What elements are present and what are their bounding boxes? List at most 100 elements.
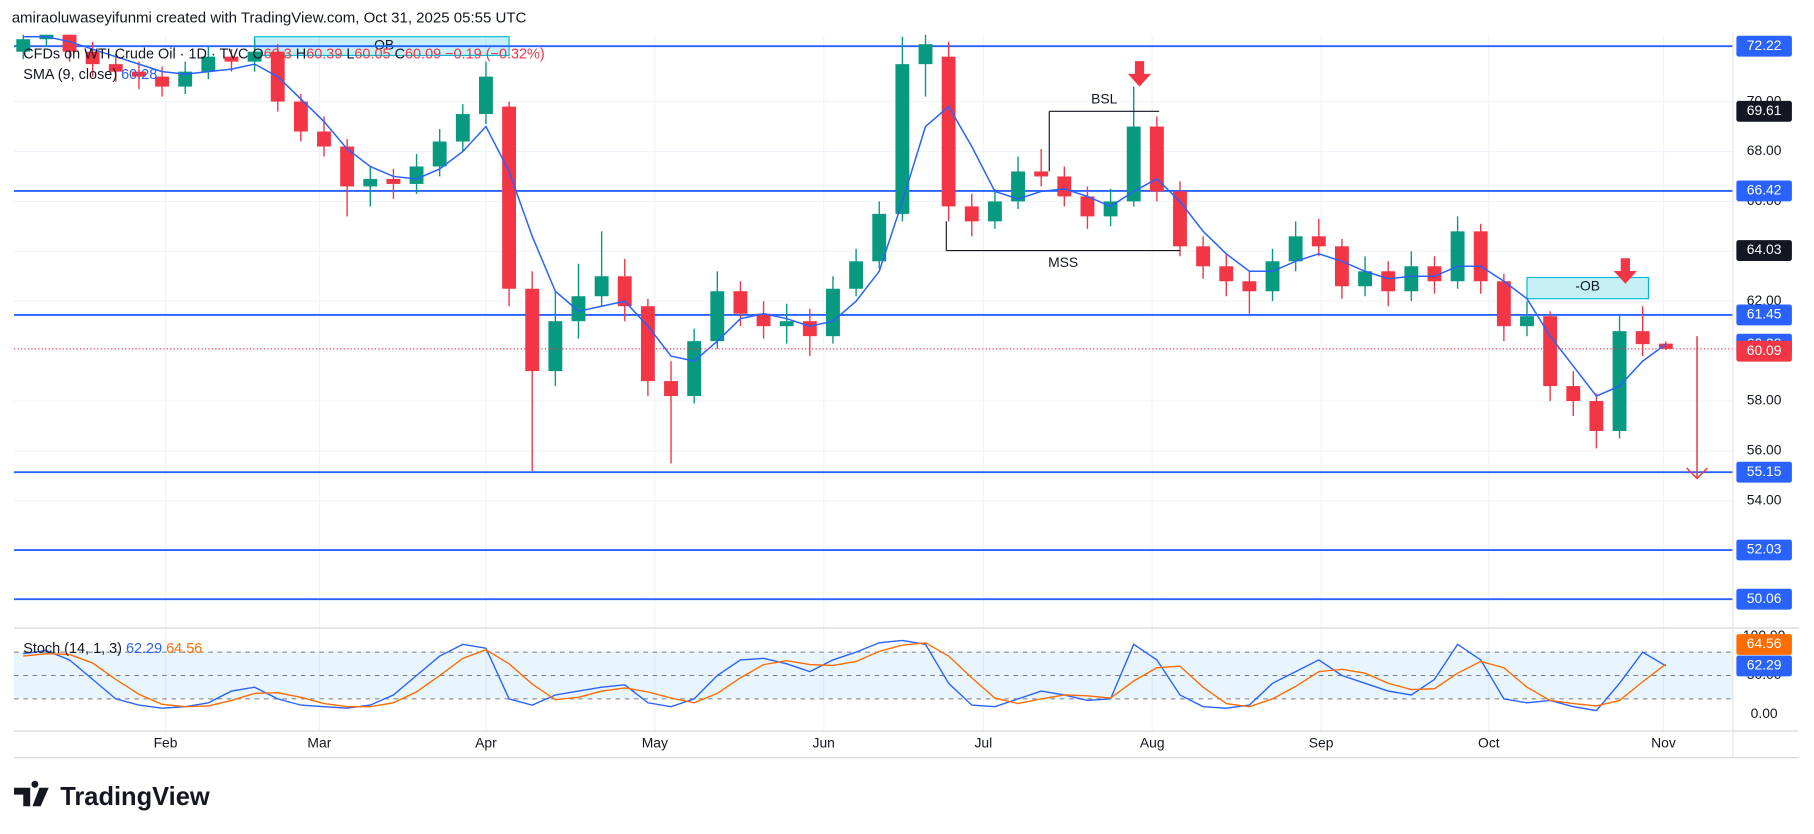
sma-name: SMA (9, close)	[23, 67, 117, 83]
x-tick-label: Oct	[1478, 734, 1500, 750]
candle-body	[1057, 176, 1072, 197]
candle-body	[1334, 246, 1349, 287]
candle-body	[479, 76, 493, 115]
candle-body	[62, 34, 77, 52]
level-label: 52.03	[1747, 541, 1782, 557]
order-block-label: -OB	[370, 37, 395, 53]
stoch-title: Stoch (14, 1, 3)	[23, 641, 122, 657]
level-box	[1736, 35, 1792, 57]
stoch-d-last: 64.56	[166, 641, 202, 657]
candle-body	[1589, 401, 1604, 431]
candle-body	[849, 261, 864, 289]
level-label: 61.45	[1747, 306, 1782, 322]
y-tick-label: 54.00	[1747, 492, 1782, 508]
x-tick-label: Jul	[974, 734, 992, 750]
level-label: 72.22	[1747, 37, 1782, 53]
stoch-d-value-box	[1736, 634, 1792, 655]
price-pane: -OB -OB BSL MSS	[14, 34, 1733, 601]
candle-body	[733, 291, 748, 314]
candle-body	[571, 296, 586, 322]
candle-body	[826, 288, 840, 337]
change: −0.19 (−0.32%)	[445, 46, 545, 62]
level-box	[1736, 588, 1792, 610]
y-tick-label: 0.00	[1751, 705, 1778, 721]
stoch-k-value-label: 62.29	[1747, 657, 1782, 673]
candle-body	[1080, 196, 1095, 217]
sma-legend: SMA (9, close) 60.28	[23, 67, 157, 83]
candle-body	[941, 56, 956, 207]
mss-value-box	[1736, 240, 1792, 261]
candle-body	[386, 178, 401, 184]
candle-body	[756, 313, 771, 327]
stoch-line	[23, 639, 1667, 712]
stoch-background	[14, 651, 1733, 700]
bsl-label: BSL	[1091, 90, 1118, 106]
x-tick-label: Apr	[475, 734, 497, 750]
stoch-d-value-label: 64.56	[1747, 635, 1782, 651]
signal-arrow	[1613, 258, 1637, 284]
ohlc-value: 60.3	[264, 46, 292, 62]
candle-body	[594, 276, 609, 297]
x-tick-label: Feb	[154, 734, 178, 750]
candle-body	[802, 321, 817, 337]
level-box	[1736, 461, 1792, 483]
candle-body	[85, 51, 100, 65]
candle-body	[987, 201, 1002, 222]
brand-name: TradingView	[60, 783, 210, 811]
y-tick-label: 68.00	[1747, 142, 1782, 158]
grid	[14, 34, 1733, 732]
x-tick-label: Aug	[1140, 734, 1165, 750]
symbol-legend: CFDs on WTI Crude Oil · 1D · TVC O60.3 H…	[23, 46, 544, 62]
ohlc-prefix: H	[296, 46, 306, 62]
candle-body	[1011, 171, 1025, 202]
candle-body	[1219, 266, 1234, 282]
level-box	[1736, 304, 1792, 326]
brand-logo: TradingView	[14, 780, 210, 811]
candle-body	[409, 166, 424, 184]
candle-body	[293, 101, 308, 132]
level-box	[1736, 539, 1792, 561]
mss-value-label: 64.03	[1747, 241, 1782, 257]
stoch-pane	[23, 639, 1667, 712]
candle-body	[779, 321, 794, 327]
candle-body	[918, 44, 933, 65]
candle-body	[1543, 316, 1558, 387]
ohlc-value: 60.39	[306, 46, 342, 62]
sma-last-value: 60.28	[121, 67, 157, 83]
stoch-k-last: 62.29	[126, 641, 162, 657]
stoch-k-value-box	[1736, 655, 1792, 677]
projection-head	[1686, 467, 1708, 480]
candle-body	[1612, 331, 1627, 431]
axes: Feb Mar Apr May Jun Jul Aug Sep Oct Nov 54.00 56.00…	[154, 35, 1792, 750]
candle-body	[16, 39, 31, 52]
candle-body	[1427, 266, 1442, 282]
sma-line	[23, 35, 1667, 397]
candle-body	[1196, 246, 1211, 267]
bsl-value-label: 69.61	[1747, 102, 1782, 118]
candle-body	[1496, 281, 1511, 327]
candle-body	[1635, 331, 1650, 345]
candle-body	[1566, 386, 1581, 402]
candle-body	[224, 56, 239, 62]
candle-body	[108, 64, 123, 72]
candle-body	[525, 288, 540, 372]
stoch-legend: Stoch (14, 1, 3) 62.29 64.56	[23, 641, 202, 657]
candle-body	[640, 306, 655, 382]
ohlc-prefix: C	[395, 46, 405, 62]
candle-body	[687, 341, 702, 397]
candle-body	[895, 64, 910, 214]
x-tick-label: Sep	[1309, 734, 1334, 750]
level-box	[1736, 180, 1792, 202]
candle-body	[1288, 236, 1303, 262]
candle-body	[340, 146, 355, 187]
ohlc-prefix: L	[346, 46, 354, 62]
candle-body	[1658, 343, 1673, 349]
candle-body	[1358, 271, 1373, 287]
candle-body	[1404, 266, 1419, 292]
x-tick-label: Mar	[307, 734, 331, 750]
stoch-band	[14, 652, 1733, 699]
level-label: 66.42	[1747, 182, 1782, 198]
last-price-label: 60.09	[1747, 342, 1782, 358]
